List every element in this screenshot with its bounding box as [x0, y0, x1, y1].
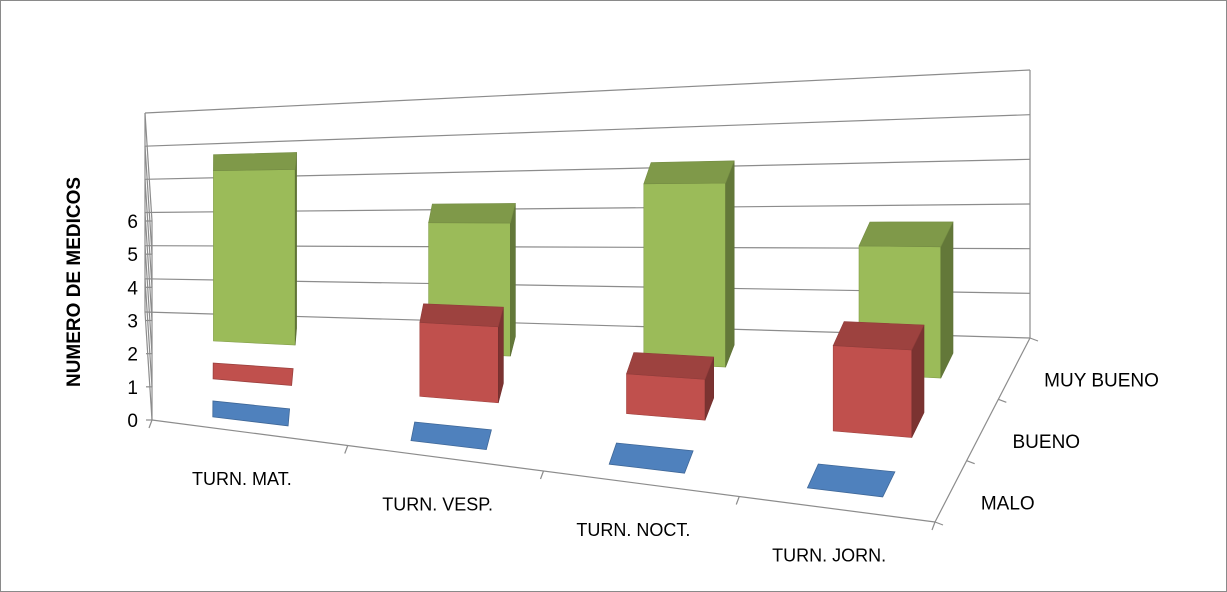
category-label: TURN. JORN. [772, 545, 886, 565]
x-tick-mark-1 [344, 445, 349, 454]
bar-bueno-1 [212, 362, 294, 386]
axes [146, 220, 1039, 531]
y-tick-label: 1 [127, 378, 138, 399]
bars [212, 152, 954, 498]
gridline-side-6 [144, 112, 153, 222]
depth-tick-mark-3 [1029, 337, 1039, 342]
category-label: TURN. NOCT. [576, 520, 690, 540]
gridline-back-6 [144, 69, 1031, 114]
bar-side [940, 221, 954, 379]
bar-bueno-4 [832, 321, 925, 438]
bar-top [212, 362, 294, 386]
x-tick-mark-0 [148, 419, 153, 429]
bar-top [626, 352, 715, 380]
y-tick-label: 5 [127, 245, 138, 266]
gridline-side-3 [144, 212, 153, 321]
bar-muy-bueno-1 [213, 152, 297, 346]
depth-tick-mark-2 [998, 398, 1007, 403]
x-tick-mark-3 [735, 496, 740, 505]
category-label: TURN. VESP. [382, 494, 493, 514]
bar-muy-bueno-3 [643, 160, 735, 368]
bar-malo-4 [806, 463, 896, 498]
gridline-side-0 [144, 311, 153, 421]
gridline-side-2 [144, 245, 153, 354]
category-label: TURN. MAT. [192, 469, 292, 489]
series-label: BUENO [1013, 432, 1081, 453]
bar-top [858, 221, 954, 248]
bar-front [832, 345, 913, 438]
y-tick-label: 3 [127, 312, 138, 333]
depth-tick-mark-1 [966, 460, 975, 465]
y-tick-label: 4 [127, 278, 138, 299]
gridline-side-4 [144, 179, 153, 288]
bar-front [626, 373, 706, 421]
bar-top [643, 160, 735, 185]
bar-top [608, 442, 694, 474]
bar-malo-1 [212, 400, 291, 427]
bar-front [643, 182, 726, 368]
bar-side [294, 152, 297, 346]
x-tick-mark-4 [931, 521, 936, 531]
bar-malo-2 [410, 421, 492, 451]
bar-front [213, 169, 296, 346]
bar-top [419, 303, 504, 328]
gridline-side-5 [144, 146, 153, 255]
gridline-side-1 [144, 278, 153, 387]
series-label: MALO [981, 493, 1035, 514]
bar-side [510, 203, 516, 357]
bar-bueno-2 [419, 303, 504, 404]
bar-top [212, 400, 291, 427]
bar-top [410, 421, 492, 451]
y-tick-label: 0 [127, 411, 138, 432]
bar-top [213, 152, 297, 172]
series-label: MUY BUENO [1044, 371, 1159, 392]
axis-labels: 0 1 2 3 4 5 6 TURN. MAT. TURN. VESP. TURN. NOCT. T… [127, 212, 1158, 565]
gridline-back-5 [144, 114, 1031, 147]
y-tick-label: 6 [127, 212, 138, 233]
bar-top [428, 203, 516, 224]
depth-tick-mark-0 [934, 521, 944, 526]
bar-top [832, 321, 925, 351]
y-axis-title: NUMERO DE MEDICOS [64, 177, 85, 387]
y-tick-label: 2 [127, 345, 138, 366]
bar-top [806, 463, 896, 498]
depth-axis-line [934, 337, 1031, 523]
x-tick-mark-2 [539, 470, 545, 480]
bar-front [419, 322, 499, 404]
bar-malo-3 [608, 442, 694, 474]
bar-bueno-3 [626, 352, 715, 421]
bar-side [725, 160, 735, 368]
